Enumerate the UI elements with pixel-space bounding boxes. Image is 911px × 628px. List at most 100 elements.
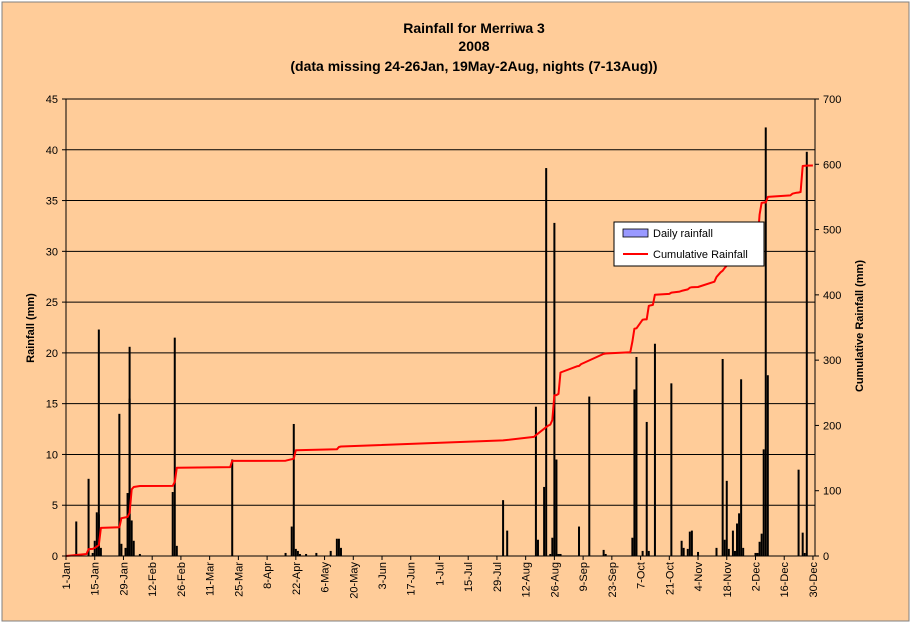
chart-title: Rainfall for Merriwa 3 <box>403 20 545 36</box>
rainfall-bar <box>756 552 759 556</box>
rainfall-bar <box>305 553 308 556</box>
x-tick-label: 22-Apr <box>291 562 303 595</box>
x-tick-label: 7-Oct <box>636 562 648 589</box>
rainfall-bar <box>760 533 763 556</box>
rainfall-bar <box>231 459 234 556</box>
rainfall-bar <box>298 553 301 556</box>
x-tick-label: 6-May <box>320 562 332 593</box>
rainfall-bar <box>641 550 644 556</box>
rainfall-bar <box>130 520 133 556</box>
x-tick-label: 26-Feb <box>176 562 188 597</box>
rainfall-bar <box>173 337 176 556</box>
rainfall-bar <box>294 548 297 556</box>
rainfall-bar <box>553 222 556 557</box>
y-tick-label: 0 <box>52 551 58 563</box>
rainfall-bar <box>557 553 560 556</box>
rainfall-bar <box>97 514 100 556</box>
rainfall-bar <box>602 549 605 556</box>
legend-label-cumulative: Cumulative Rainfall <box>653 249 748 261</box>
rainfall-bar <box>296 550 299 556</box>
rainfall-bar <box>733 550 736 556</box>
rainfall-bar <box>292 423 295 556</box>
rainfall-bar <box>132 540 135 556</box>
rainfall-bar <box>175 545 178 556</box>
rainfall-bar <box>536 539 539 556</box>
x-tick-label: 8-Apr <box>262 562 274 589</box>
rainfall-bar <box>120 543 123 556</box>
rainfall-bar <box>551 537 554 556</box>
rainfall-bar <box>758 541 761 556</box>
rainfall-bar <box>75 521 78 556</box>
rainfall-bar <box>797 469 800 556</box>
y2-tick-label: 500 <box>823 225 841 237</box>
rainfall-bar <box>690 530 693 556</box>
rainfall-bar <box>604 553 607 556</box>
rainfall-bar <box>738 513 741 556</box>
y2-tick-label: 0 <box>823 551 829 563</box>
rainfall-bar <box>118 413 121 556</box>
x-tick-label: 16-Dec <box>779 562 791 598</box>
rainfall-bar <box>124 547 127 556</box>
x-tick-label: 26-Aug <box>549 562 561 597</box>
x-tick-label: 9-Sep <box>578 562 590 591</box>
chart-subtitle-note: (data missing 24-26Jan, 19May-2Aug, nigh… <box>290 58 657 74</box>
x-tick-label: 15-Jul <box>463 562 475 592</box>
rainfall-bar <box>801 532 804 556</box>
legend-swatch-daily <box>622 228 649 238</box>
rainfall-bar <box>290 526 293 556</box>
rainfall-bar <box>686 548 689 556</box>
x-tick-label: 29-Jul <box>492 562 504 592</box>
y2-tick-label: 700 <box>823 94 841 106</box>
rainfall-bar <box>645 421 648 556</box>
x-tick-label: 21-Oct <box>664 562 676 595</box>
rainfall-bar <box>128 346 131 556</box>
rainfall-bar <box>337 538 340 556</box>
rainfall-bar <box>723 539 726 556</box>
y-tick-label: 30 <box>46 246 58 258</box>
rainfall-bar <box>740 379 743 556</box>
x-tick-label: 12-Aug <box>521 562 533 597</box>
y-tick-label: 15 <box>46 399 58 411</box>
rainfall-bar <box>727 548 730 556</box>
rainfall-bar <box>335 538 338 556</box>
rainfall-bar <box>731 530 734 556</box>
y-axis-label: Rainfall (mm) <box>25 293 37 363</box>
rainfall-bar <box>578 526 581 556</box>
chart-subtitle: 2008 <box>458 38 489 54</box>
y-tick-label: 10 <box>46 449 58 461</box>
x-tick-label: 1-Jul <box>435 562 447 586</box>
rainfall-bar <box>545 168 548 556</box>
rainfall-bar <box>736 523 739 556</box>
y-tick-label: 40 <box>46 145 58 157</box>
rainfall-bar <box>754 552 757 556</box>
rainfall-bar <box>725 480 728 556</box>
x-tick-label: 12-Feb <box>147 562 159 597</box>
rainfall-bar <box>670 383 673 556</box>
rainfall-bar <box>91 552 94 556</box>
rainfall-bar <box>588 396 591 556</box>
rainfall-bar <box>803 552 806 556</box>
rainfall-bar <box>138 553 141 556</box>
legend: Daily rainfall Cumulative Rainfall <box>613 221 765 267</box>
rainfall-bar <box>742 547 745 556</box>
rainfall-bar <box>647 550 650 556</box>
legend-label-daily: Daily rainfall <box>653 228 713 240</box>
x-tick-label: 18-Nov <box>722 562 734 598</box>
rainfall-bar <box>682 547 685 556</box>
rainfall-bar <box>315 552 318 556</box>
rainfall-bar <box>284 552 287 556</box>
rainfall-bar <box>502 500 505 556</box>
rainfall-bar <box>534 406 537 556</box>
rainfall-bar <box>87 478 90 556</box>
x-tick-label: 30-Dec <box>808 562 820 598</box>
rainfall-bar <box>506 530 509 556</box>
rainfall-bar <box>543 486 546 556</box>
y-tick-label: 25 <box>46 297 58 309</box>
x-tick-label: 20-May <box>348 562 360 599</box>
x-tick-label: 17-Jun <box>406 562 418 596</box>
rainfall-bar <box>631 537 634 556</box>
rainfall-bar <box>715 547 718 556</box>
x-tick-label: 25-Mar <box>233 562 245 597</box>
